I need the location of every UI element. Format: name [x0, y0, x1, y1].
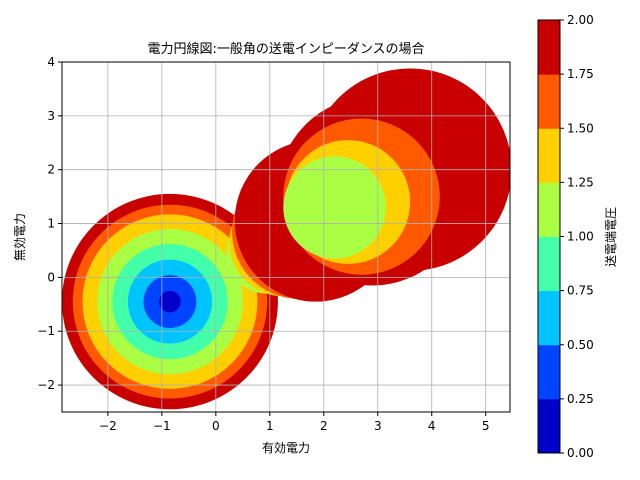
colorbar-segment — [538, 20, 560, 75]
colorbar-segment — [538, 344, 560, 400]
colorbar-tick-label: 0.25 — [567, 392, 594, 406]
y-tick-label: 0 — [47, 270, 55, 284]
contour-left-0.25 — [159, 290, 181, 313]
colorbar-tick-label: 1.25 — [567, 175, 594, 189]
contour-right-8 — [283, 156, 386, 259]
x-tick-label: 3 — [374, 419, 382, 433]
colorbar-tick-label: 1.00 — [567, 230, 594, 244]
y-tick-label: 1 — [47, 217, 55, 231]
colorbar-tick-label: 1.50 — [567, 121, 594, 135]
chart-title: 電力円線図:一般角の送電インピーダンスの場合 — [147, 41, 424, 57]
x-tick-label: −1 — [153, 419, 171, 433]
y-tick-label: 3 — [47, 109, 55, 123]
x-tick-label: 4 — [428, 419, 436, 433]
x-axis-ticks: −2 −1 0 1 2 3 4 5 — [99, 412, 490, 433]
x-axis-label: 有効電力 — [262, 440, 310, 455]
x-tick-label: 2 — [320, 419, 328, 433]
y-tick-label: −2 — [37, 378, 55, 392]
colorbar-tick-label: 2.00 — [567, 13, 594, 27]
colorbar-segment — [538, 128, 560, 183]
colorbar: 0.00 0.25 0.50 0.75 1.00 1.25 1.50 1.75 2.00 — [537, 13, 594, 460]
y-axis-ticks: −2 −1 0 1 2 3 4 — [37, 55, 62, 392]
x-tick-label: 1 — [266, 419, 274, 433]
plot-frame — [61, 61, 511, 413]
colorbar-tick-label: 0.00 — [567, 446, 594, 460]
y-axis-label: 無効電力 — [12, 213, 27, 261]
x-tick-label: 0 — [212, 419, 220, 433]
x-tick-label: 5 — [482, 419, 490, 433]
plot-fills — [62, 68, 510, 410]
colorbar-label: 送電端電圧 — [603, 207, 618, 267]
colorbar-tick-label: 1.75 — [567, 67, 594, 81]
colorbar-segment — [538, 290, 560, 346]
colorbar-segment — [538, 182, 560, 237]
y-tick-label: −1 — [37, 324, 55, 338]
x-tick-label: −2 — [99, 419, 117, 433]
colorbar-segment — [538, 398, 560, 454]
y-tick-label: 4 — [47, 55, 55, 69]
colorbar-tick-label: 0.50 — [567, 338, 594, 352]
colorbar-segment — [538, 74, 560, 129]
colorbar-tick-label: 0.75 — [567, 284, 594, 298]
colorbar-segment — [538, 236, 560, 292]
grid-lines — [62, 62, 510, 412]
y-tick-label: 2 — [47, 163, 55, 177]
